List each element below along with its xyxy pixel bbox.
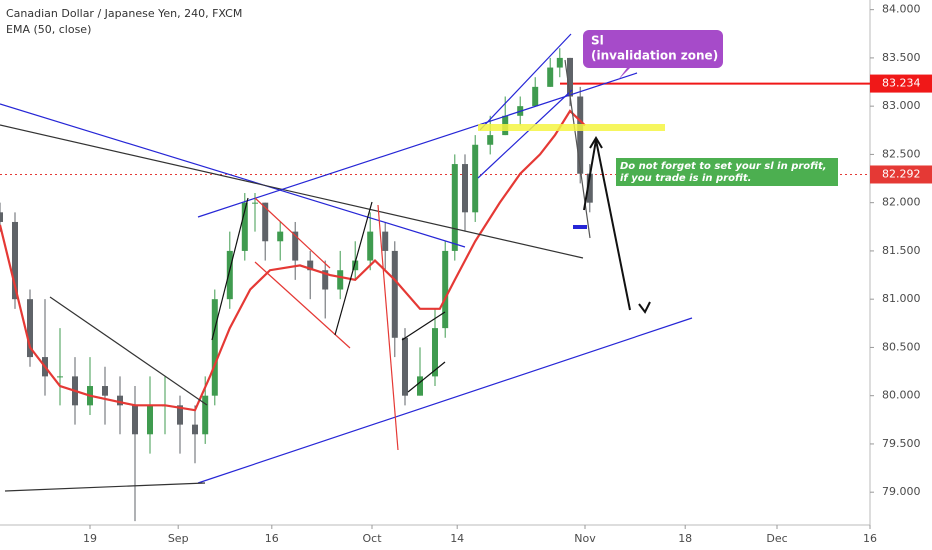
candle-body [322,270,329,290]
chart-title: Canadian Dollar / Japanese Yen, 240, FXC… [6,7,242,20]
trend-line [477,89,573,179]
ema-line [0,109,586,412]
trend-line [334,201,373,336]
x-tick-label: Sep [168,532,189,545]
candle-body [462,164,468,213]
x-tick-label: 16 [265,532,279,545]
price-label: 83.234 [882,77,921,90]
candle-body [442,250,449,329]
candle-body [12,221,18,300]
candle-body [277,231,284,242]
trend-lines: Sl (invalidation zone) Do not forget to … [0,30,838,492]
x-tick-label: 14 [450,532,464,545]
candle-body [337,270,344,290]
y-tick-label: 79.500 [882,437,921,450]
candle-body [487,135,494,145]
projection-arrow [583,139,631,311]
y-tick-label: 82.500 [882,147,921,160]
candle-body [402,337,408,396]
trend-line [377,204,399,451]
trend-line [0,124,584,259]
candle-body [417,376,423,396]
trend-line [4,482,206,492]
candle-body [292,231,299,261]
candle-body [57,376,63,378]
candle-body [27,299,33,358]
x-tick-label: 18 [678,532,692,545]
candle-body [391,250,398,338]
candle-body [556,57,563,68]
price-label-box [870,165,932,184]
zone-highlight [478,124,665,131]
arrow-head [589,136,603,149]
arrow-head [638,301,651,314]
trend-line [0,103,466,248]
candle-body [567,57,573,97]
candle-body [132,405,138,435]
x-tick-label: Nov [574,532,596,545]
candle-body [177,405,183,425]
candle-body [262,202,269,242]
candle-body [532,86,539,107]
candle-body [577,96,584,174]
candle-body [382,231,389,251]
candle-body [211,299,218,396]
tip-box [616,158,838,186]
candle-body [367,231,374,261]
indicator-label: EMA (50, close) [6,23,91,36]
candle-body [147,405,153,435]
trend-line [254,197,331,269]
trend-line [254,261,351,349]
trend-line [479,33,572,131]
sl-callout [583,30,723,68]
candle-body [472,144,479,213]
y-tick-label: 84.000 [882,3,921,16]
candle-body [192,424,198,435]
y-tick-label: 83.000 [882,99,921,112]
candle-body [117,395,123,406]
candle-body [102,386,108,396]
sl-note: (invalidation zone) [591,49,718,63]
candle-body [352,260,359,271]
candle-body [307,260,314,271]
tip-text: if you trade is in profit. [620,173,751,184]
candle-body [252,202,258,204]
trend-line [49,296,208,406]
y-tick-label: 81.500 [882,244,921,257]
tip-text: Do not forget to set your sl in profit, [620,161,827,172]
y-tick-label: 80.500 [882,340,921,353]
trend-line [564,59,591,239]
candle-body [547,67,554,87]
price-label: 82.292 [882,167,921,180]
candle-body [241,202,248,251]
x-tick-label: Oct [362,532,382,545]
candle-body [226,250,233,300]
y-tick-label: 82.000 [882,196,921,209]
y-tick-label: 83.500 [882,51,921,64]
candle-body [202,395,209,435]
trend-line [211,197,249,341]
y-tick-label: 81.000 [882,292,921,305]
marker [573,225,587,229]
x-tick-label: 16 [863,532,877,545]
price-label-box [870,74,932,93]
y-tick-label: 80.000 [882,389,921,402]
candle-body [451,164,458,251]
trend-line [407,361,446,393]
candle-body [432,328,438,377]
x-tick-label: 19 [83,532,97,545]
y-tick-label: 79.000 [882,485,921,498]
trend-line [197,317,693,484]
sl-title: Sl [591,34,604,48]
trend-line [401,311,446,341]
candle-body [0,212,3,222]
x-tick-label: Dec [766,532,787,545]
candle-body [586,173,593,203]
